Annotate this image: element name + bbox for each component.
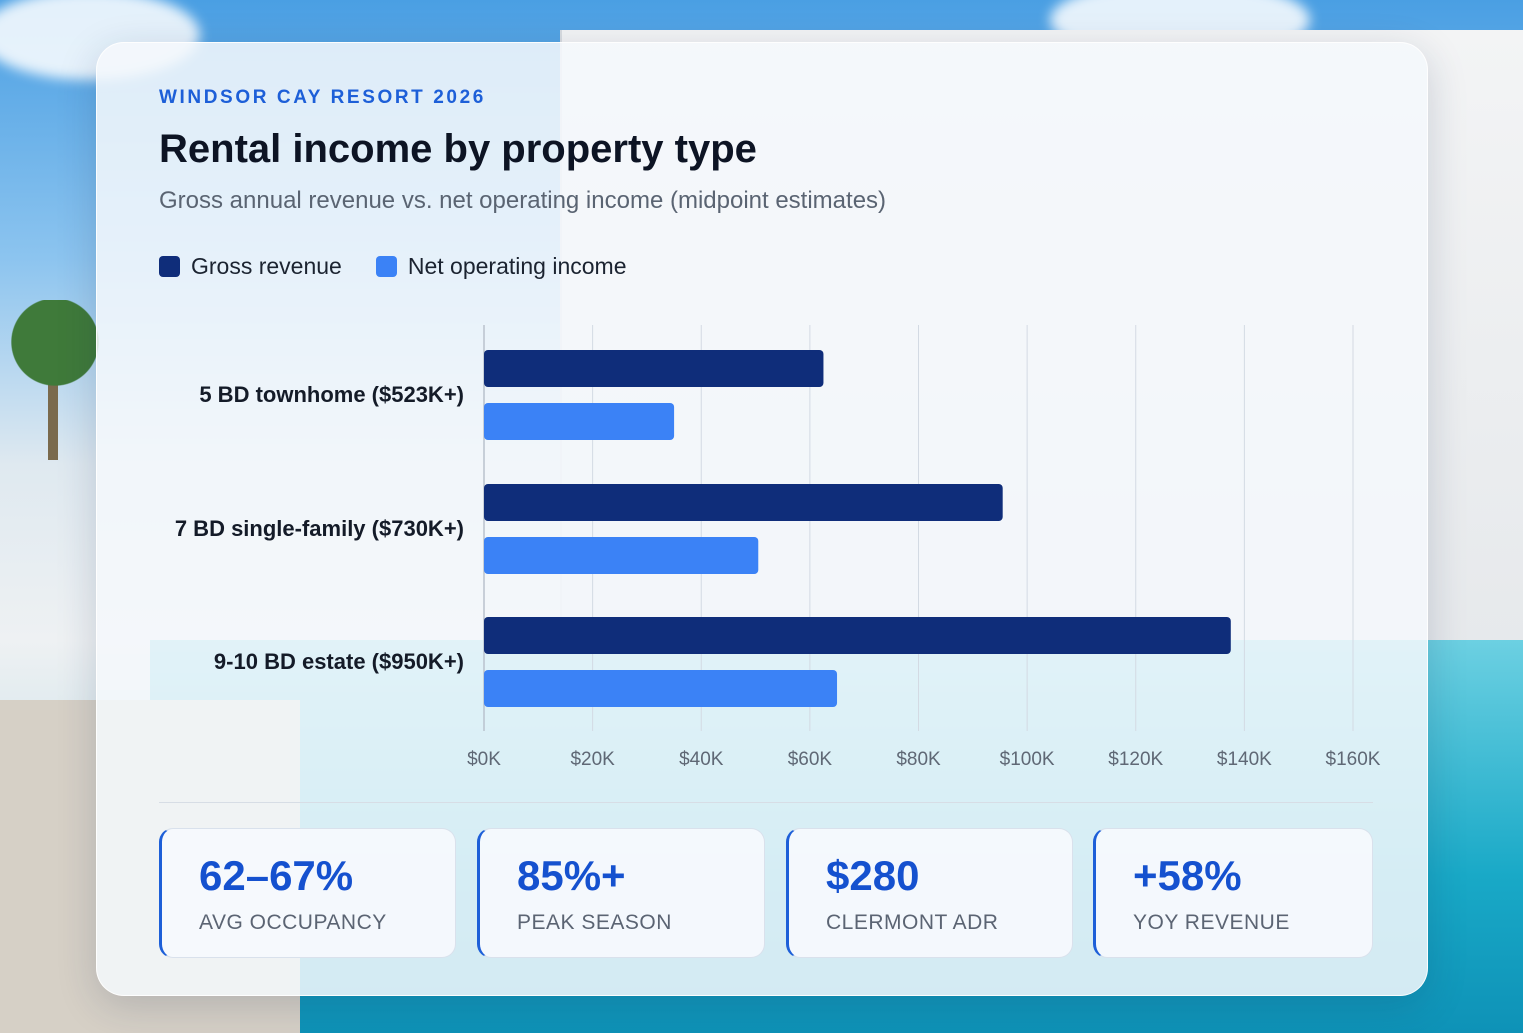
x-tick-label: $140K xyxy=(1217,749,1272,770)
bar-net-operating-income xyxy=(484,403,675,440)
x-tick-label: $120K xyxy=(1108,749,1163,770)
stat-card-peak-season: 85%+ PEAK SEASON xyxy=(477,828,765,958)
stat-label: AVG OCCUPANCY xyxy=(199,911,387,934)
x-tick-label: $60K xyxy=(788,749,833,770)
stat-label: PEAK SEASON xyxy=(517,911,672,934)
legend-item-noi: Net operating income xyxy=(375,253,627,280)
legend-item-gross: Gross revenue xyxy=(159,253,342,280)
x-tick-label: $100K xyxy=(1000,749,1055,770)
category-label: 9-10 BD estate ($950K+) xyxy=(214,649,464,674)
bar-gross-revenue xyxy=(484,617,1231,654)
stat-label: CLERMONT ADR xyxy=(826,911,999,934)
chart-card: WINDSOR CAY RESORT 2026 Rental income by… xyxy=(96,42,1428,996)
bar-net-operating-income xyxy=(484,670,838,707)
stat-value: $280 xyxy=(826,852,920,899)
x-tick-label: $160K xyxy=(1326,749,1381,770)
x-tick-label: $40K xyxy=(679,749,724,770)
bar-net-operating-income xyxy=(484,537,759,574)
bar-gross-revenue xyxy=(484,350,824,387)
legend-label-gross: Gross revenue xyxy=(191,253,342,279)
stat-value: +58% xyxy=(1133,852,1242,899)
x-tick-label: $20K xyxy=(570,749,615,770)
x-tick-label: $80K xyxy=(896,749,941,770)
bar-chart: $0K $20K $40K $60K $80K $100K $120K $140K $160K 5… xyxy=(175,325,1381,770)
bar-gross-revenue xyxy=(484,484,1003,521)
x-tick-label: $0K xyxy=(467,749,501,770)
legend-swatch-gross xyxy=(159,256,180,277)
chart-title: Rental income by property type xyxy=(159,127,757,171)
legend-label-noi: Net operating income xyxy=(407,253,627,279)
stat-value: 85%+ xyxy=(517,852,626,899)
stat-card-adr: $280 CLERMONT ADR xyxy=(786,828,1073,958)
stat-label: YOY REVENUE xyxy=(1133,911,1290,934)
eyebrow-label: WINDSOR CAY RESORT 2026 xyxy=(159,87,486,108)
stat-card-occupancy: 62–67% AVG OCCUPANCY xyxy=(159,828,456,958)
chart-subtitle: Gross annual revenue vs. net operating i… xyxy=(159,187,887,214)
chart-legend: Gross revenue Net operating income xyxy=(159,253,660,280)
category-label: 7 BD single-family ($730K+) xyxy=(175,516,464,541)
stat-card-yoy: +58% YOY REVENUE xyxy=(1093,828,1373,958)
category-label: 5 BD townhome ($523K+) xyxy=(199,382,464,407)
stat-value: 62–67% xyxy=(199,852,354,899)
divider xyxy=(159,802,1373,803)
legend-swatch-noi xyxy=(375,256,397,277)
